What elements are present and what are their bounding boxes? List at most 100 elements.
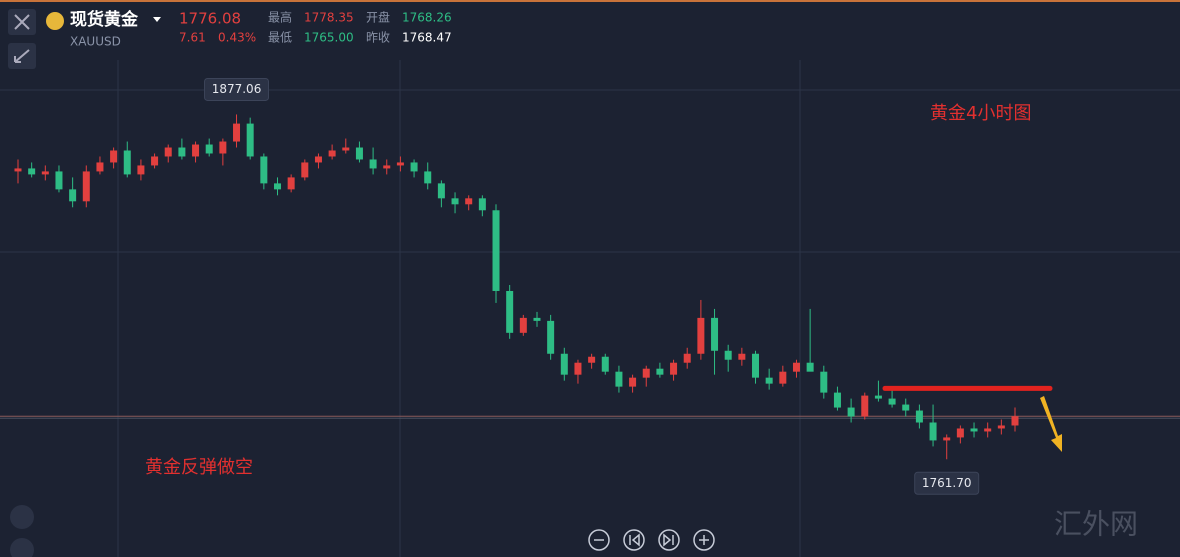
candle-body — [28, 168, 36, 175]
candle-body — [1011, 416, 1019, 426]
candle-body — [123, 150, 131, 175]
candle-body — [410, 162, 418, 172]
candle-body — [164, 147, 172, 157]
low-label: 最低 — [268, 31, 292, 45]
candle-body — [670, 362, 678, 375]
candle-body — [342, 147, 350, 151]
candle-body — [765, 377, 773, 384]
candle-body — [424, 171, 432, 184]
grid — [0, 60, 1180, 557]
candle-body — [260, 156, 268, 184]
candle-body — [55, 171, 63, 190]
candle-body — [779, 371, 787, 384]
candle-body — [519, 317, 527, 333]
candle-body — [369, 159, 377, 169]
candle-body — [328, 150, 336, 157]
indicator-button[interactable] — [10, 505, 34, 529]
candle-body — [437, 183, 445, 199]
candle-body — [697, 317, 705, 354]
candle-body — [560, 353, 568, 375]
candle-body — [314, 156, 322, 163]
candle-body — [656, 368, 664, 375]
candle-body — [178, 147, 186, 157]
candle-body — [874, 395, 882, 399]
candle-body — [806, 362, 814, 372]
candle-body — [915, 410, 923, 423]
prev-close-value: 1768.47 — [402, 31, 452, 45]
prev-close-label: 昨收 — [366, 31, 390, 45]
candle-body — [738, 353, 746, 360]
forward-button[interactable] — [658, 529, 680, 551]
icon — [663, 533, 674, 547]
candle-body — [69, 189, 77, 202]
candle-body — [574, 362, 582, 375]
min-label-box — [914, 471, 980, 495]
candle-body — [752, 353, 760, 378]
dropdown-caret[interactable] — [153, 17, 161, 22]
candle-body — [151, 156, 159, 166]
candle-body — [82, 171, 90, 202]
candle-body — [724, 350, 732, 360]
candle-body — [792, 362, 800, 372]
candle-body — [137, 165, 145, 175]
candle-body — [888, 398, 896, 405]
candle-body — [219, 141, 227, 154]
zoom-out-button[interactable] — [588, 529, 610, 551]
candle-body — [465, 198, 473, 205]
candle-body — [847, 407, 855, 417]
candle-body — [205, 144, 213, 154]
candle-body — [711, 317, 719, 351]
candle-body — [287, 177, 295, 190]
candle-body — [533, 317, 541, 321]
candle-body — [601, 356, 609, 372]
candle-body — [683, 353, 691, 363]
candle-body — [984, 428, 992, 432]
zoom-in-button[interactable] — [693, 529, 715, 551]
change-pct: 0.43% — [218, 31, 256, 45]
candle-body — [820, 371, 828, 393]
chart-annotation: 黄金4小时图 — [930, 103, 1031, 124]
instrument-name[interactable]: 现货黄金 — [70, 9, 139, 30]
candle-body — [301, 162, 309, 178]
candle-body — [492, 210, 500, 291]
back-button[interactable] — [623, 529, 645, 551]
candle-body — [588, 356, 596, 363]
candle-body — [970, 428, 978, 432]
chart-annotation: 黄金反弹做空 — [145, 457, 253, 478]
high-label: 最高 — [268, 10, 292, 25]
icon — [699, 535, 709, 545]
draw-button[interactable] — [10, 538, 34, 557]
candle-body — [478, 198, 486, 211]
change: 7.61 — [179, 31, 206, 45]
candle-body — [96, 162, 104, 172]
open-label: 开盘 — [366, 10, 390, 25]
candle-body — [642, 368, 650, 378]
candle-body — [192, 144, 200, 157]
candle-body — [956, 428, 964, 438]
watermark: 汇外网 — [1054, 508, 1138, 541]
candle-body — [383, 165, 391, 169]
nav-buttons — [588, 529, 715, 551]
max-label-box — [204, 77, 270, 101]
last-price: 1776.08 — [179, 10, 241, 28]
high-value: 1778.35 — [304, 11, 354, 25]
candle-body — [246, 123, 254, 157]
candle-body — [41, 171, 49, 175]
close-icon — [14, 14, 30, 30]
gold-icon — [46, 12, 64, 30]
candle-body — [396, 162, 404, 166]
candle-body — [615, 371, 623, 387]
min-label: 1761.70 — [922, 476, 972, 490]
candle-body — [110, 150, 118, 163]
candle-body — [833, 392, 841, 408]
candle-body — [929, 422, 937, 441]
candle-body — [14, 168, 22, 172]
candle-body — [629, 377, 637, 387]
candle-body — [902, 404, 910, 411]
down-arrow — [1040, 396, 1062, 452]
low-value: 1765.00 — [304, 31, 354, 45]
candle-body — [506, 290, 514, 333]
candle-body — [943, 437, 951, 441]
candle-body — [355, 147, 363, 160]
